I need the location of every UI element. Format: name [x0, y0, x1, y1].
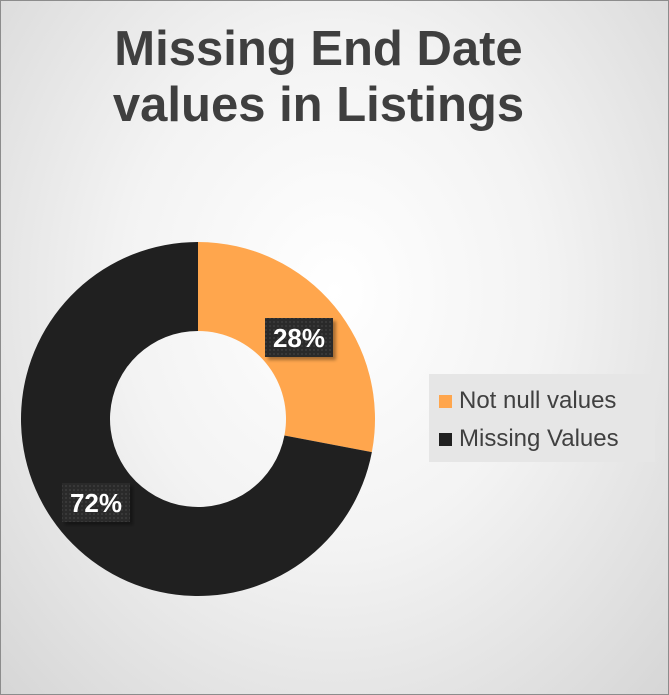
chart-title: Missing End Date values in Listings — [1, 21, 636, 133]
chart-title-line-1: Missing End Date — [114, 22, 523, 76]
data-label-missing-values: 72% — [62, 483, 130, 522]
legend-swatch-missing — [439, 432, 452, 446]
chart-title-line-2: values in Listings — [112, 78, 525, 132]
data-label-box — [62, 483, 130, 522]
data-label-text: 72% — [70, 488, 122, 518]
legend-item-missing: Missing Values — [439, 420, 655, 458]
data-label-box — [265, 318, 333, 357]
legend-item-not-null: Not null values — [439, 382, 655, 420]
data-label-text: 28% — [273, 323, 325, 353]
legend-swatch-not-null — [439, 394, 452, 408]
data-label-not-null-values: 28% — [265, 318, 333, 357]
legend: Not null values Missing Values — [429, 374, 655, 462]
legend-label-missing: Missing Values — [459, 425, 619, 452]
legend-label-not-null: Not null values — [459, 387, 617, 414]
